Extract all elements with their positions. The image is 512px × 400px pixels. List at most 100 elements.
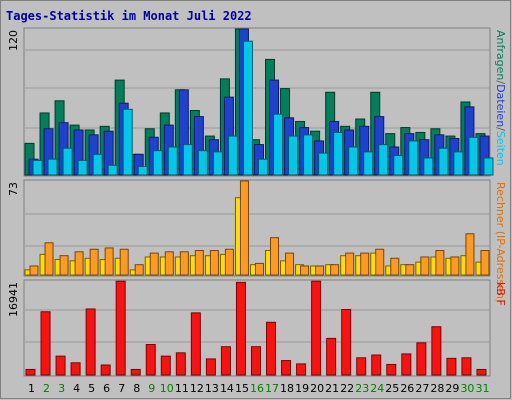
bar-seiten-day-13 — [212, 151, 223, 176]
bar-rechner-day-21 — [330, 264, 340, 276]
x-tick-label: 25 — [385, 382, 399, 395]
bar-seiten-day-31 — [483, 157, 494, 176]
x-tick-label: 29 — [445, 382, 459, 395]
chart-title: Tages-Statistik im Monat Juli 2022 — [6, 9, 252, 23]
bar-rechner-day-4 — [74, 251, 84, 276]
bar-kb-f-day-8 — [130, 368, 141, 376]
bar-seiten-day-9 — [152, 150, 163, 176]
series-legend-label: Anfragen/Dateien/Seiten — [494, 30, 507, 166]
bar-kb-f-day-12 — [190, 312, 201, 376]
bar-seiten-day-14 — [227, 135, 238, 176]
bar-kb-f-day-4 — [70, 362, 81, 376]
bar-kb-f-day-26 — [401, 353, 412, 376]
bar-seiten-day-16 — [257, 158, 268, 176]
bar-rechner-day-2 — [44, 242, 54, 276]
x-tick-label: 14 — [220, 382, 234, 395]
bar-seiten-day-29 — [453, 151, 464, 176]
bar-seiten-day-1 — [32, 159, 43, 176]
bar-rechner-day-13 — [209, 250, 219, 276]
bar-rechner-day-12 — [194, 250, 204, 276]
bar-rechner-day-23 — [360, 252, 370, 276]
bar-seiten-day-7 — [122, 108, 133, 176]
bar-rechner-day-15 — [239, 180, 249, 276]
bar-seiten-day-23 — [363, 151, 374, 176]
panel-2: 73 Rechner (IP-Adressen) — [7, 179, 507, 303]
bar-rechner-day-1 — [29, 265, 39, 276]
y-max-label: 16941 — [7, 282, 20, 317]
bar-rechner-day-31 — [480, 250, 490, 276]
x-tick-label: 1 — [28, 382, 35, 395]
legend-part: kB F — [494, 282, 507, 306]
y-max-label: 73 — [7, 182, 20, 196]
bar-seiten-day-12 — [197, 150, 208, 176]
bar-rechner-day-9 — [149, 252, 159, 276]
panel-3: 16941 kB F — [7, 279, 507, 377]
bar-seiten-day-4 — [77, 159, 88, 176]
bar-seiten-day-18 — [288, 135, 299, 176]
bar-seiten-day-20 — [318, 152, 329, 176]
x-tick-label: 17 — [265, 382, 279, 395]
bar-seiten-day-26 — [408, 140, 419, 176]
bar-kb-f-day-22 — [341, 309, 352, 376]
x-tick-label: 28 — [430, 382, 444, 395]
bar-rechner-day-26 — [405, 264, 415, 276]
legend-part: Anfragen — [494, 30, 507, 80]
x-tick-label: 19 — [295, 382, 309, 395]
legend-part: Seiten — [494, 131, 507, 166]
bar-seiten-day-30 — [468, 136, 479, 176]
bar-kb-f-day-23 — [356, 357, 367, 376]
bar-seiten-day-28 — [438, 147, 449, 176]
series-legend-label: kB F — [494, 282, 507, 306]
bar-rechner-day-3 — [59, 255, 69, 276]
bar-kb-f-day-14 — [220, 346, 231, 376]
x-tick-label: 27 — [415, 382, 429, 395]
bar-seiten-day-6 — [107, 164, 118, 176]
bar-seiten-day-19 — [303, 134, 314, 176]
legend-part: Rechner (IP-Adressen) — [494, 182, 507, 303]
bar-kb-f-day-19 — [296, 363, 307, 376]
legend-part: Dateien — [494, 84, 507, 127]
bar-kb-f-day-15 — [235, 281, 246, 376]
x-tick-label: 8 — [133, 382, 140, 395]
bar-rechner-day-29 — [450, 256, 460, 276]
series-legend-label: Rechner (IP-Adressen) — [494, 182, 507, 303]
bar-rechner-day-11 — [179, 251, 189, 276]
bar-rechner-day-16 — [254, 262, 264, 276]
x-tick-label: 22 — [340, 382, 354, 395]
x-tick-label: 21 — [325, 382, 339, 395]
bar-seiten-day-24 — [378, 144, 389, 176]
bar-rechner-day-19 — [300, 265, 310, 276]
x-tick-label: 16 — [250, 382, 264, 395]
bar-rechner-day-14 — [224, 248, 234, 276]
bar-kb-f-day-18 — [281, 360, 292, 376]
bar-seiten-day-27 — [423, 157, 434, 176]
bar-kb-f-day-16 — [250, 346, 261, 376]
bar-seiten-day-5 — [92, 153, 103, 176]
bar-kb-f-day-7 — [115, 280, 126, 376]
bar-rechner-day-22 — [345, 252, 355, 276]
x-axis-day-labels: 1 2 3 4 5 6 7 8 9 10 11 12 13 14 15 16 17 18 19 20 21 22 23 24 2… — [28, 382, 489, 395]
panel-1: 120 Anfragen/Dateien/Seiten — [7, 27, 507, 177]
bar-seiten-day-25 — [393, 155, 404, 176]
bar-kb-f-day-20 — [311, 280, 322, 376]
bar-rechner-day-30 — [465, 233, 475, 276]
x-tick-label: 3 — [58, 382, 65, 395]
bar-rechner-day-20 — [315, 265, 325, 276]
x-tick-label: 15 — [235, 382, 249, 395]
x-tick-label: 7 — [118, 382, 125, 395]
x-tick-label: 31 — [475, 382, 489, 395]
bar-rechner-day-17 — [270, 237, 280, 276]
x-tick-label: 13 — [205, 382, 219, 395]
bar-rechner-day-10 — [164, 251, 174, 276]
bar-seiten-day-10 — [167, 146, 178, 176]
bar-kb-f-day-11 — [175, 352, 186, 376]
bar-seiten-day-15 — [242, 40, 253, 176]
bar-kb-f-day-13 — [205, 358, 216, 376]
x-tick-label: 4 — [73, 382, 80, 395]
legend-part: / — [494, 80, 507, 84]
bar-rechner-day-25 — [390, 257, 400, 276]
bar-kb-f-day-2 — [40, 311, 51, 376]
bar-kb-f-day-24 — [371, 354, 382, 376]
